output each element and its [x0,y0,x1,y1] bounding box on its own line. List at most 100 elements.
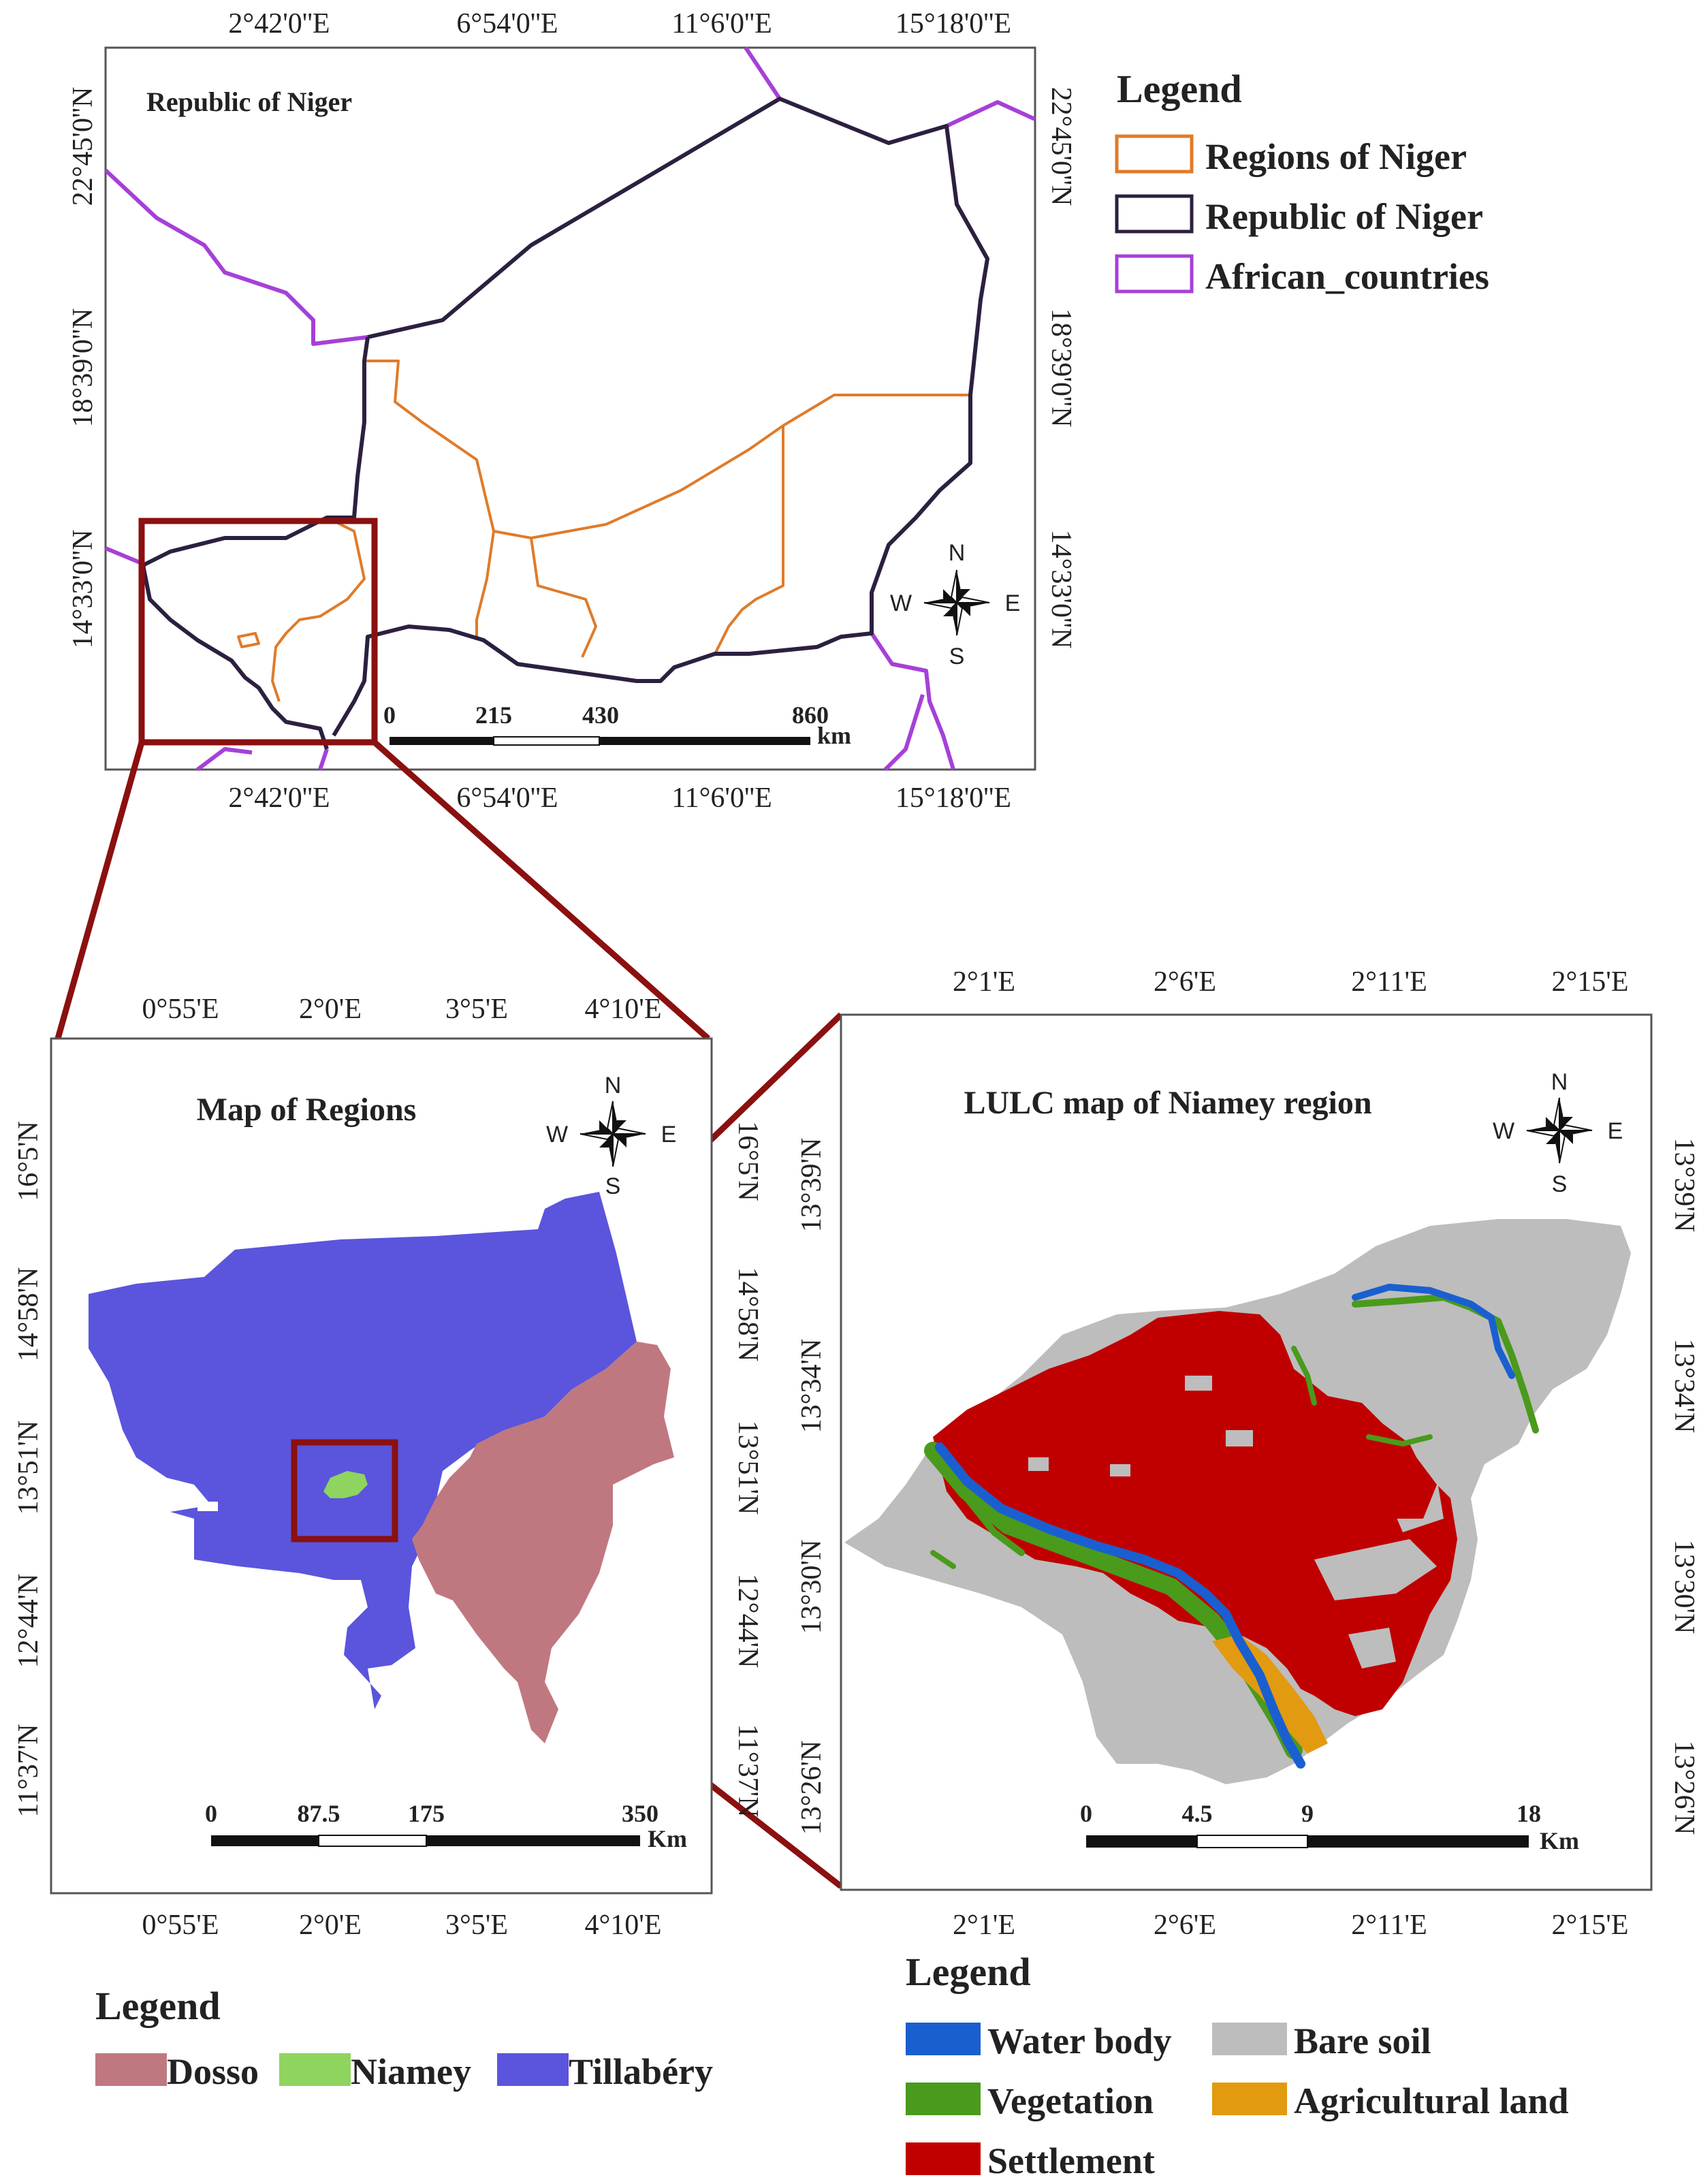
legend-swatch-settlement [906,2142,981,2175]
lulc-x-tick-b1: 2°1'E [953,1910,1015,1941]
top-scale-0: 0 [383,701,396,729]
reg-y-tick-r4: 12°44'N [732,1574,763,1668]
top-compass-n: N [949,540,966,566]
niger-overview-map: Republic of Niger 2°42'0''E 6°54'0''E 11… [67,8,1077,814]
reg-y-tick-r3: 13°51'N [732,1421,763,1515]
legend-swatch-vegetation [906,2083,981,2115]
regions-compass-icon: N S E W [546,1073,676,1199]
reg-x-tick-b1: 0°55'E [142,1910,219,1941]
legend-swatch-tillabery [497,2053,569,2086]
lulc-x-tick-1: 2°1'E [953,966,1015,998]
lulc-x-tick-b2: 2°6'E [1154,1910,1216,1941]
reg-y-tick-4: 12°44'N [13,1574,44,1668]
reg-compass-e: E [661,1122,677,1148]
legend-label-niger: Republic of Niger [1205,196,1483,237]
reg-x-tick-b2: 2°0'E [299,1910,362,1941]
lulc-compass-w: W [1493,1118,1514,1144]
reg-scale-3: 350 [622,1800,658,1827]
lulc-scale-unit: Km [1540,1827,1579,1854]
legend-label-niamey: Niamey [351,2051,471,2092]
lulc-x-tick-4: 2°15'E [1551,966,1628,998]
reg-y-tick-r2: 14°58'N [732,1267,763,1362]
top-compass-w: W [890,590,912,616]
legend-swatch-african [1115,254,1194,294]
dosso-region [412,1342,674,1743]
top-x-tick-1: 2°42'0''E [228,8,330,39]
top-y-tick-r2: 18°39'0''N [1045,308,1077,428]
reg-scale-1: 87.5 [298,1800,340,1827]
reg-y-tick-1: 16°5'N [13,1121,44,1201]
reg-scale-2: 175 [408,1800,445,1827]
lulc-compass-icon: N S E W [1493,1069,1623,1197]
lulc-x-tick-2: 2°6'E [1154,966,1216,998]
top-compass-e: E [1005,590,1021,616]
lulc-y-tick-4: 13°26'N [796,1741,827,1835]
reg-x-tick-2: 2°0'E [299,994,362,1025]
top-y-tick-3: 14°33'0''N [67,530,99,649]
top-x-tick-3: 11°6'0''E [671,8,772,39]
reg-y-tick-5: 11°37'N [13,1724,44,1817]
niamey-region [323,1471,368,1498]
top-map-frame [104,46,1036,771]
regions-scale-bar: 0 87.5 175 350 Km [205,1800,687,1852]
lulc-legend: Legend Water body Bare soil Vegetation A… [906,1950,1569,2181]
legend-label-agricultural: Agricultural land [1294,2080,1569,2121]
niger-regions-lines [237,360,970,702]
legend-label-african: African_countries [1205,256,1489,297]
lulc-x-tick-b3: 2°11'E [1351,1910,1427,1941]
lulc-y-tick-r3: 13°30'N [1668,1540,1699,1634]
regions-map-title: Map of Regions [197,1092,417,1128]
reg-x-tick-3: 3°5'E [445,994,508,1025]
reg-compass-s: S [605,1173,621,1199]
lulc-scale-bar: 0 4.5 9 18 Km [1080,1800,1579,1854]
legend-swatch-bare [1212,2023,1287,2055]
legend-label-vegetation: Vegetation [987,2080,1154,2121]
top-x-tick-b1: 2°42'0''E [228,782,330,814]
legend-swatch-niger [1115,194,1194,234]
top-y-tick-1: 22°45'0''N [67,87,99,206]
lulc-x-tick-b4: 2°15'E [1551,1910,1628,1941]
reg-y-tick-2: 14°58'N [13,1267,44,1362]
lulc-settlement-east [1376,1457,1437,1519]
lulc-map-title: LULC map of Niamey region [964,1085,1371,1121]
reg-x-tick-4: 4°10'E [584,994,661,1025]
reg-compass-n: N [605,1073,622,1098]
top-compass-icon: N S E W [890,540,1020,669]
regions-legend-title: Legend [95,1984,221,2028]
reg-y-tick-3: 13°51'N [13,1421,44,1515]
lulc-compass-s: S [1552,1171,1568,1197]
reg-x-tick-b3: 3°5'E [445,1910,508,1941]
top-legend: Legend Regions of Niger Republic of Nige… [1115,67,1489,297]
lulc-scale-3: 18 [1517,1800,1541,1827]
top-y-tick-r1: 22°45'0''N [1045,87,1077,206]
top-x-tick-b2: 6°54'0''E [456,782,558,814]
legend-label-settlement: Settlement [987,2140,1155,2181]
niger-label: Republic of Niger [146,86,352,117]
top-x-tick-b3: 11°6'0''E [671,782,772,814]
lulc-compass-e: E [1608,1118,1623,1144]
legend-swatch-dosso [95,2053,167,2086]
regions-map: Map of Regions 0°55'E 2°0'E 3°5'E 4°10'E… [13,994,763,1941]
niger-zoom-box [138,518,378,746]
top-x-tick-4: 15°18'0''E [895,8,1011,39]
lulc-y-tick-r4: 13°26'N [1668,1741,1699,1835]
reg-y-tick-r5: 11°37'N [732,1724,763,1817]
niamey-zoom-box [291,1439,398,1542]
top-scale-2: 430 [582,701,619,729]
lulc-x-tick-3: 2°11'E [1351,966,1427,998]
lulc-y-tick-3: 13°30'N [796,1540,827,1634]
african-countries-lines [104,46,1036,772]
top-x-tick-2: 6°54'0''E [456,8,558,39]
niger-border [141,97,989,750]
top-compass-s: S [949,644,965,669]
lulc-y-tick-r1: 13°39'N [1668,1138,1699,1233]
legend-swatch-niamey [279,2053,351,2086]
top-scale-bar: 0 215 430 860 km [383,701,851,749]
lulc-scale-2: 9 [1301,1800,1314,1827]
legend-swatch-water [906,2023,981,2055]
lulc-water-body [935,1284,1515,1769]
legend-label-regions: Regions of Niger [1205,136,1467,177]
legend-swatch-regions [1115,134,1194,174]
lulc-scale-0: 0 [1080,1800,1092,1827]
